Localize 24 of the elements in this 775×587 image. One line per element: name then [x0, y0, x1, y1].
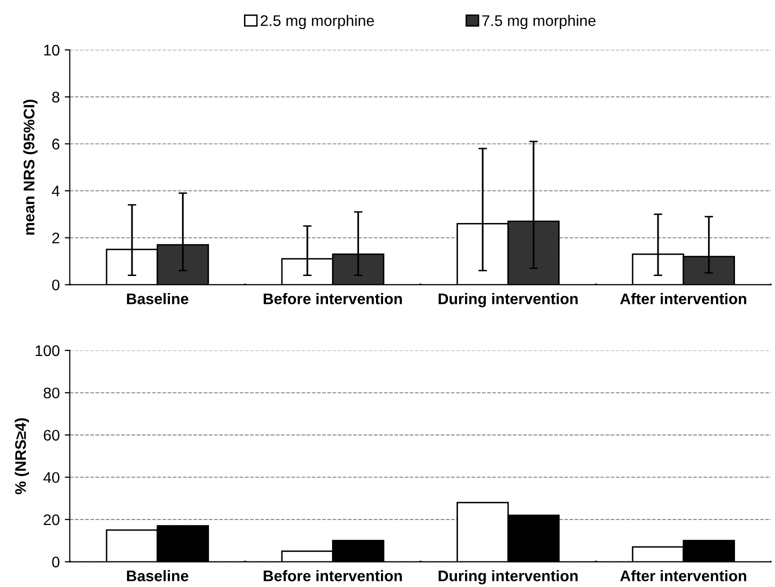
y-tick-label: 20 [44, 514, 60, 526]
y-tick-label: 8 [52, 92, 60, 103]
y-tick-label: 6 [52, 138, 60, 150]
x-tick-label: Baseline [127, 570, 188, 582]
y-tick-label: 10 [44, 44, 60, 56]
legend-label: 7.5 mg morphine [482, 14, 596, 30]
y-tick-label: 4 [52, 186, 60, 196]
x-tick-label: Before intervention [264, 570, 402, 582]
y-axis-title: % (NRS≥4) [14, 418, 29, 494]
y-tick-label: 40 [43, 472, 60, 483]
y-tick-label: 100 [36, 345, 60, 356]
y-tick-label: 80 [44, 388, 60, 398]
legend-label: 2.5 mg morphine [260, 14, 374, 30]
y-axis-title: mean NRS (95%CI) [23, 100, 38, 235]
x-tick-label: Baseline [127, 293, 188, 304]
x-tick-label: After intervention [620, 293, 746, 304]
x-tick-label: After intervention [620, 570, 746, 582]
y-tick-label: 0 [52, 556, 60, 568]
x-tick-label: Before intervention [264, 293, 402, 304]
y-tick-label: 2 [52, 232, 60, 244]
x-tick-label: During intervention [438, 570, 578, 584]
y-tick-label: 0 [52, 280, 60, 290]
y-tick-label: 60 [44, 430, 60, 441]
x-tick-label: During intervention [438, 293, 578, 308]
